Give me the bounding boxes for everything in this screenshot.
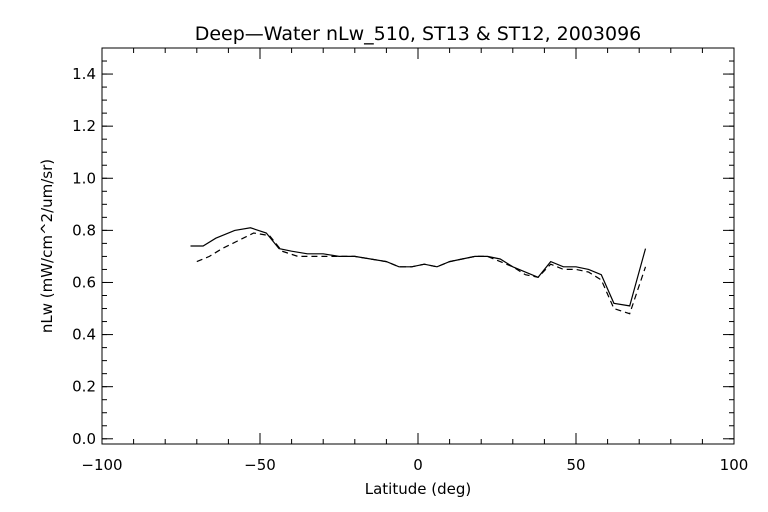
data-series: [190, 227, 647, 315]
axis-ticks: [101, 48, 735, 444]
y-tick-label: 1.4: [72, 65, 96, 83]
series-dashed-line: [196, 232, 647, 315]
y-tick-label: 0.8: [72, 221, 96, 239]
y-tick-label: 1.0: [72, 169, 96, 187]
x-tick-label: 50: [566, 456, 585, 474]
x-tick-label: −50: [244, 456, 276, 474]
chart-title: Deep—Water nLw_510, ST13 & ST12, 2003096: [195, 23, 642, 45]
x-tick-label: 0: [413, 456, 423, 474]
y-tick-label: 0.6: [72, 273, 96, 291]
x-tick-labels: −100 −50 0 50 100: [81, 456, 748, 474]
x-tick-label: 100: [720, 456, 749, 474]
y-tick-labels: 0.0 0.2 0.4 0.6 0.8 1.0 1.2 1.4: [72, 65, 96, 448]
x-axis-label: Latitude (deg): [365, 480, 471, 498]
series-solid-line: [190, 227, 647, 307]
y-tick-label: 0.2: [72, 378, 96, 396]
y-tick-label: 0.0: [72, 430, 96, 448]
x-tick-label: −100: [81, 456, 122, 474]
y-tick-label: 0.4: [72, 326, 96, 344]
y-tick-label: 1.2: [72, 117, 96, 135]
y-axis-label: nLw (mW/cm^2/um/sr): [38, 159, 56, 333]
